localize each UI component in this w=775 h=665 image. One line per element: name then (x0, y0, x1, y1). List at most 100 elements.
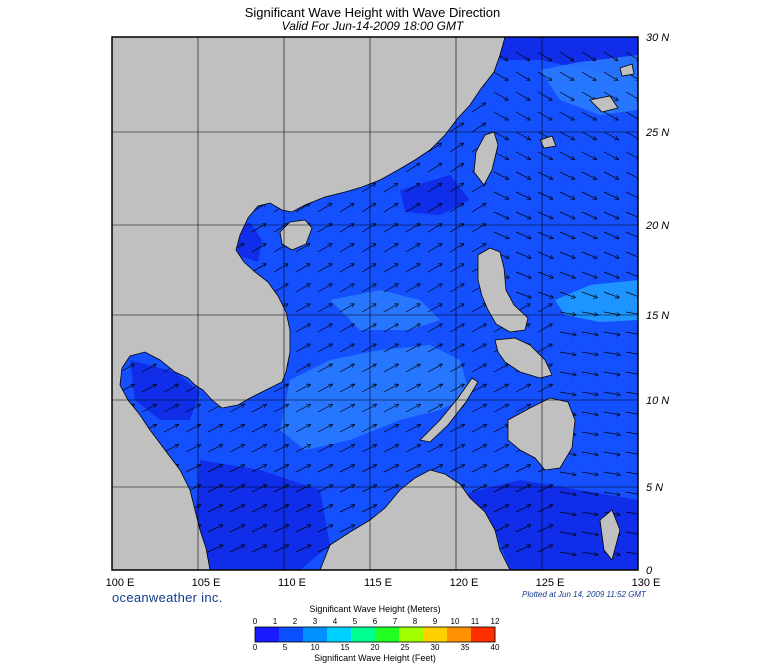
wave-arrow (361, 445, 376, 453)
wave-arrow (383, 364, 398, 373)
wave-arrow (383, 324, 398, 333)
wave-arrow (273, 465, 288, 473)
wave-arrow (515, 231, 531, 238)
wave-arrow (515, 271, 531, 278)
wave-arrow (603, 291, 619, 298)
wave-arrow (471, 384, 486, 393)
wave-arrow (295, 425, 310, 433)
wave-arrow (383, 344, 398, 353)
wave-arrow (317, 465, 332, 473)
wave-arrow (295, 445, 310, 453)
wave-arrow (361, 184, 376, 193)
wave-arrow (625, 471, 638, 475)
wave-arrow (603, 431, 620, 435)
wave-arrow (581, 431, 598, 435)
wave-arrow (515, 71, 530, 80)
wave-arrow (361, 304, 376, 313)
lat-label: 10 N (646, 395, 669, 407)
wave-arrow (405, 364, 420, 373)
wave-arrow (603, 391, 620, 395)
wave-arrow (471, 425, 486, 433)
wave-arrow (471, 103, 485, 113)
wave-arrow (273, 445, 288, 453)
wave-arrow (317, 264, 332, 273)
wave-arrow (493, 231, 509, 238)
wave-arrow (427, 163, 442, 173)
wave-arrow (273, 405, 288, 413)
wave-arrow (427, 344, 442, 353)
wave-arrow (515, 51, 530, 61)
wave-arrow (251, 485, 266, 493)
wave-arrow (559, 371, 576, 375)
wave-arrow (559, 51, 574, 61)
wave-arrow (383, 244, 398, 253)
wave-arrow (361, 405, 376, 413)
wave-arrow (537, 271, 553, 278)
wave-arrow (295, 545, 311, 553)
wave-arrow (449, 364, 464, 373)
lat-label: 5 N (646, 482, 663, 494)
wave-arrow (405, 324, 420, 333)
wave-arrow (515, 465, 530, 473)
wave-arrow (449, 184, 464, 193)
wave-arrow (493, 485, 508, 493)
wave-arrow (603, 251, 619, 258)
wave-arrow (515, 545, 531, 553)
wave-arrow (493, 211, 509, 219)
wave-arrow (361, 485, 376, 493)
wave-arrow (625, 371, 638, 375)
lon-label: 100 E (106, 577, 135, 589)
lat-label: 25 N (645, 127, 669, 139)
wave-arrow (339, 304, 354, 313)
wave-arrow (295, 405, 310, 413)
wave-arrow (581, 231, 597, 238)
wave-arrow (625, 271, 638, 278)
map-frame (111, 36, 639, 571)
wave-arrow (515, 405, 530, 413)
luzon-island (477, 247, 529, 333)
wave-arrow (229, 465, 244, 473)
wave-arrow (295, 304, 310, 313)
wave-arrow (449, 445, 464, 453)
wave-arrow (493, 91, 508, 100)
wave-arrow (427, 364, 442, 373)
wave-arrow (603, 51, 618, 61)
wave-arrow (449, 163, 464, 173)
borneo-island (319, 469, 511, 570)
sulawesi-halmahera (599, 509, 621, 561)
wave-arrow (251, 425, 266, 433)
colorbar-feet-tick: 10 (310, 643, 320, 652)
wave-arrow (581, 331, 598, 335)
wave-arrow (361, 324, 376, 333)
wave-arrow (383, 425, 398, 433)
wave-arrow (405, 284, 420, 293)
wave-arrow (603, 411, 620, 415)
wave-arrow (537, 171, 552, 179)
wave-arrow (295, 485, 310, 493)
wave-arrow (273, 425, 288, 433)
wave-arrow (559, 131, 574, 140)
wave-arrow (581, 471, 598, 475)
wave-arrow (515, 211, 531, 219)
wave-arrow (295, 344, 310, 353)
wave-arrow (603, 351, 620, 355)
wave-arrow (625, 531, 638, 535)
wave-arrow (295, 525, 311, 533)
wave-arrow (581, 391, 598, 395)
wave-shade-1 (280, 345, 470, 450)
wave-arrow (295, 324, 310, 333)
wave-arrow (273, 525, 289, 533)
wave-arrow (251, 465, 266, 473)
wave-arrow (295, 204, 310, 213)
colorbar-segment (255, 627, 280, 642)
wave-arrow (515, 131, 530, 140)
wave-arrow (559, 211, 575, 219)
wave-arrow (537, 485, 552, 493)
wave-arrow (383, 384, 398, 393)
wave-arrow (559, 191, 575, 199)
wave-arrow (339, 465, 354, 473)
mainland-asia (112, 37, 506, 570)
wave-arrow (449, 284, 464, 293)
wave-arrow (493, 525, 509, 533)
wave-arrow (471, 445, 486, 453)
